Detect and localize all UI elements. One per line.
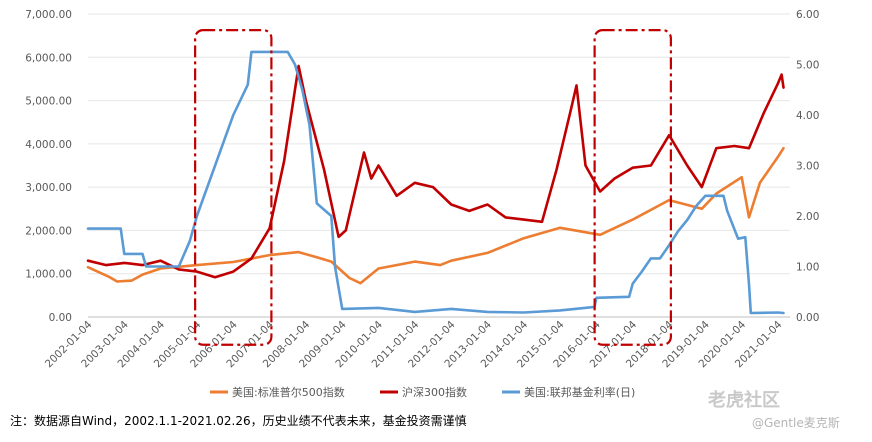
legend-label: 美国:标准普尔500指数 <box>232 385 345 399</box>
series-line-2 <box>86 50 785 315</box>
legend-label: 美国:联邦基金利率(日) <box>524 385 635 399</box>
highlight-box-0 <box>194 29 273 346</box>
y-left-tick-label: 0.00 <box>49 312 72 324</box>
legend-label: 沪深300指数 <box>402 385 467 399</box>
author-credit: @Gentle麦克斯 <box>752 416 840 430</box>
right-axis: 0.00 1.00 2.00 3.00 4.00 5.00 6.00 <box>796 9 819 324</box>
y-left-tick-label: 5,000.00 <box>25 96 72 108</box>
y-right-tick-label: 4.00 <box>796 110 819 122</box>
series-line-0 <box>86 146 785 285</box>
y-left-tick-label: 4,000.00 <box>25 139 72 151</box>
x-axis: 2002-01-042003-01-042004-01-042005-01-04… <box>43 316 790 370</box>
left-axis: 0.00 1,000.00 2,000.00 3,000.00 4,000.00 5,00… <box>25 9 72 324</box>
series-line-1 <box>86 64 785 279</box>
highlight-box-1 <box>593 29 672 346</box>
y-right-tick-label: 1.00 <box>796 262 819 274</box>
y-left-tick-label: 2,000.00 <box>25 225 72 237</box>
y-right-tick-label: 6.00 <box>796 9 819 21</box>
y-left-tick-label: 3,000.00 <box>25 182 72 194</box>
y-right-tick-label: 2.00 <box>796 211 819 223</box>
series-layer <box>86 50 785 315</box>
y-right-tick-label: 5.00 <box>796 60 819 72</box>
annotation-layer <box>194 29 672 346</box>
y-left-tick-label: 1,000.00 <box>25 269 72 281</box>
footnote: 注：数据源自Wind，2002.1.1-2021.02.26，历史业绩不代表未来… <box>10 414 467 428</box>
y-right-tick-label: 0.00 <box>796 312 819 324</box>
y-left-tick-label: 6,000.00 <box>25 52 72 64</box>
legend: 美国:标准普尔500指数 沪深300指数 美国:联邦基金利率(日) <box>210 385 635 399</box>
watermark-logo: 老虎社区 <box>708 390 780 411</box>
y-right-tick-label: 3.00 <box>796 161 819 173</box>
y-left-tick-label: 7,000.00 <box>25 9 72 21</box>
